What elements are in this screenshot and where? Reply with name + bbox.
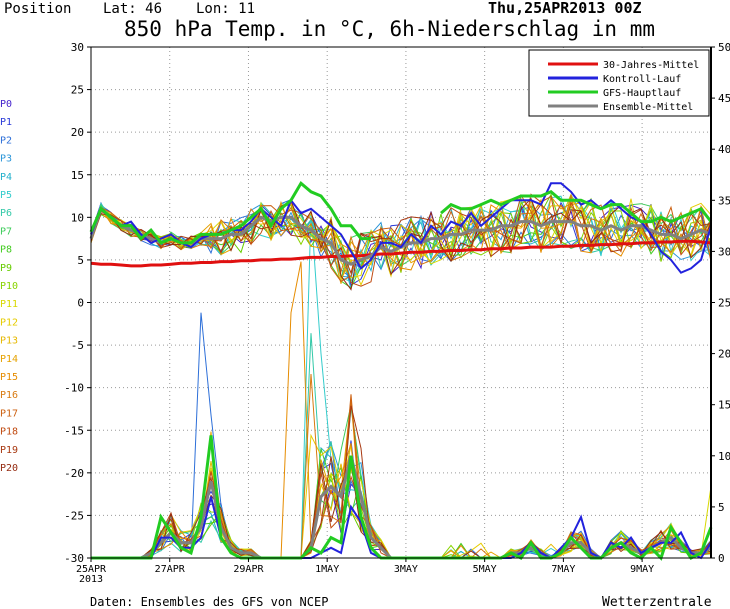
member-label-p20: P20 bbox=[0, 463, 18, 474]
left-tick-label: 15 bbox=[71, 169, 84, 182]
right-tick-label: 10 bbox=[718, 450, 730, 463]
left-tick-label: -25 bbox=[64, 509, 84, 522]
member-label-p16: P16 bbox=[0, 390, 18, 401]
x-tick-label: 3MAY bbox=[394, 564, 418, 575]
x-tick-sublabel: 2013 bbox=[79, 574, 103, 585]
left-tick-label: -30 bbox=[64, 552, 84, 565]
climate-mean-line bbox=[90, 239, 712, 268]
right-tick-label: 0 bbox=[718, 552, 725, 565]
run-date-label: Thu,25APR2013 00Z bbox=[488, 0, 642, 17]
legend-label: Ensemble-Mittel bbox=[603, 102, 693, 113]
longitude-label: Lon: 11 bbox=[196, 1, 255, 17]
left-tick-label: 0 bbox=[77, 297, 84, 310]
right-tick-label: 40 bbox=[718, 143, 730, 156]
member-label-p6: P6 bbox=[0, 208, 12, 219]
member-label-p19: P19 bbox=[0, 445, 18, 456]
x-tick-label: 9MAY bbox=[630, 564, 654, 575]
x-tick-label: 29APR bbox=[233, 564, 264, 575]
member-label-p2: P2 bbox=[0, 135, 12, 146]
right-tick-label: 30 bbox=[718, 245, 730, 258]
member-temp-line bbox=[90, 197, 712, 291]
left-tick-label: 25 bbox=[71, 84, 84, 97]
left-tick-label: 30 bbox=[71, 41, 84, 54]
legend-label: 30-Jahres-Mittel bbox=[603, 60, 699, 71]
right-tick-label: 20 bbox=[718, 348, 730, 361]
control-run-temp-line bbox=[90, 182, 712, 274]
axes: 302520151050-5-10-15-20-25-3050454035302… bbox=[64, 41, 730, 585]
brand-label: Wetterzentrale bbox=[602, 595, 712, 609]
gfs-main-temp-line bbox=[89, 181, 713, 245]
x-tick-label: 27APR bbox=[155, 564, 186, 575]
right-tick-label: 35 bbox=[718, 194, 730, 207]
x-tick-label: 25APR bbox=[76, 564, 107, 575]
left-tick-label: -20 bbox=[64, 467, 84, 480]
member-label-p5: P5 bbox=[0, 190, 12, 201]
member-label-p4: P4 bbox=[0, 172, 12, 183]
left-tick-label: 20 bbox=[71, 126, 84, 139]
member-labels: P0 P1 P2 P3 P4 P5 P6 P7 P8 P9 P10 P11 P12 P13 P14 P15 P1… bbox=[0, 99, 18, 474]
legend-label: Kontroll-Lauf bbox=[603, 74, 681, 85]
left-tick-label: 10 bbox=[71, 211, 84, 224]
member-label-p12: P12 bbox=[0, 317, 18, 328]
legend: 30-Jahres-Mittel Kontroll-Lauf GFS-Hauptla… bbox=[528, 49, 710, 117]
member-label-p8: P8 bbox=[0, 245, 12, 256]
member-label-p15: P15 bbox=[0, 372, 18, 383]
member-label-p7: P7 bbox=[0, 226, 12, 237]
member-label-p17: P17 bbox=[0, 408, 18, 419]
position-label: Position bbox=[4, 1, 71, 17]
member-label-p0: P0 bbox=[0, 99, 12, 110]
member-label-p3: P3 bbox=[0, 154, 12, 165]
left-tick-label: -10 bbox=[64, 382, 84, 395]
member-label-p9: P9 bbox=[0, 263, 12, 274]
legend-label: GFS-Hauptlauf bbox=[603, 88, 681, 99]
member-label-p1: P1 bbox=[0, 117, 12, 128]
left-tick-label: 5 bbox=[77, 254, 84, 267]
right-tick-label: 50 bbox=[718, 41, 730, 54]
right-tick-label: 45 bbox=[718, 92, 730, 105]
x-tick-label: 7MAY bbox=[551, 564, 575, 575]
chart-title: 850 hPa Temp. in °C, 6h-Niederschlag in … bbox=[124, 17, 655, 41]
right-tick-label: 25 bbox=[718, 297, 730, 310]
left-tick-label: -5 bbox=[71, 339, 84, 352]
data-source-label: Daten: Ensembles des GFS von NCEP bbox=[90, 595, 328, 609]
x-tick-label: 5MAY bbox=[473, 564, 497, 575]
member-label-p18: P18 bbox=[0, 427, 18, 438]
left-tick-label: -15 bbox=[64, 424, 84, 437]
x-tick-label: 1MAY bbox=[315, 564, 339, 575]
member-label-p10: P10 bbox=[0, 281, 18, 292]
member-label-p11: P11 bbox=[0, 299, 18, 310]
right-tick-label: 15 bbox=[718, 399, 730, 412]
member-label-p13: P13 bbox=[0, 336, 18, 347]
right-tick-label: 5 bbox=[718, 501, 725, 514]
member-label-p14: P14 bbox=[0, 354, 18, 365]
latitude-label: Lat: 46 bbox=[103, 1, 162, 17]
